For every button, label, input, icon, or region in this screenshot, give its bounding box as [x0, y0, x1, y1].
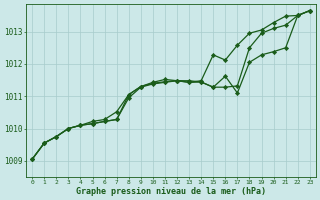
X-axis label: Graphe pression niveau de la mer (hPa): Graphe pression niveau de la mer (hPa) [76, 187, 266, 196]
